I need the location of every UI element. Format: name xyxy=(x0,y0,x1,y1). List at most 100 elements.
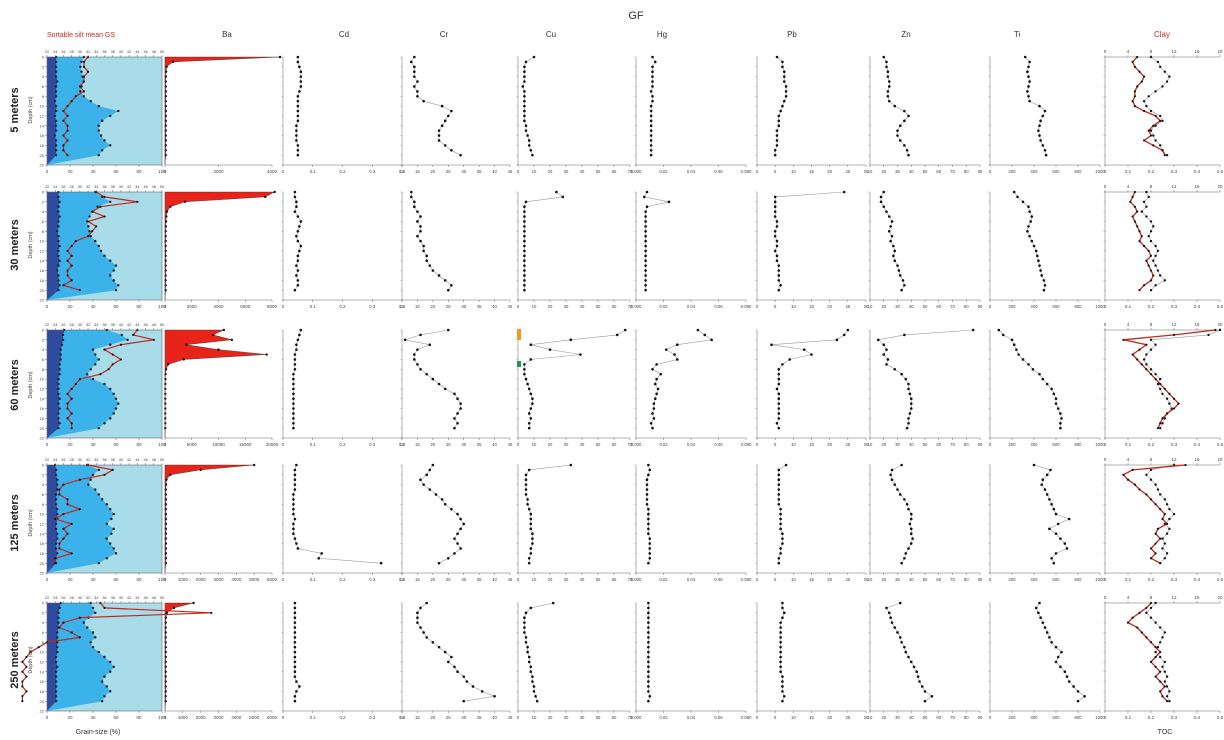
zn-point xyxy=(905,148,909,152)
toc-point xyxy=(1159,114,1162,118)
clay-point xyxy=(1154,675,1157,678)
clay-point xyxy=(1184,463,1187,467)
gs-fine-point xyxy=(59,353,62,356)
gs-coarse-point xyxy=(97,358,100,361)
clay-point xyxy=(1172,397,1176,400)
ba-area xyxy=(164,191,275,301)
hg-point xyxy=(653,60,657,64)
pb-point xyxy=(777,124,781,128)
pb-point xyxy=(802,348,806,351)
ti-point xyxy=(1038,134,1041,137)
ti-point xyxy=(1027,225,1030,228)
gs-mean-point xyxy=(111,353,114,356)
gs-top-tick-label: 32 xyxy=(86,185,90,189)
cr-tick-label: 45 xyxy=(508,442,513,447)
header-ba: Ba xyxy=(222,30,232,39)
zn-tick-label: 20 xyxy=(881,715,886,720)
header-hg: Hg xyxy=(657,30,667,39)
zn-point xyxy=(893,483,897,486)
depth-tick-label: 0 xyxy=(42,55,45,60)
clay-point xyxy=(1131,60,1134,64)
gs-mean-point xyxy=(78,85,81,88)
ti-tick-label: 0 xyxy=(989,169,992,174)
pb-point xyxy=(775,134,779,137)
gs-fine-point xyxy=(58,368,61,371)
gs-top-tick-label: 22 xyxy=(45,185,49,189)
cr-point xyxy=(416,210,419,213)
pb-point xyxy=(781,616,784,620)
pb-point xyxy=(779,655,782,659)
gs-fine-point xyxy=(55,124,58,127)
ba-point xyxy=(183,200,187,204)
hg-point xyxy=(649,144,653,147)
ti-tick-label: 600 xyxy=(1052,577,1060,582)
toc-point xyxy=(1145,473,1148,477)
gs-mean-point xyxy=(70,422,73,425)
cu-point xyxy=(523,104,526,108)
gs-coarse-point xyxy=(101,119,104,123)
cu-point xyxy=(523,283,526,287)
zn-point xyxy=(882,190,886,194)
pb-line xyxy=(774,191,845,291)
zn-tick-label: 30 xyxy=(895,715,900,720)
header-cr: Cr xyxy=(440,30,449,39)
cr-point xyxy=(443,387,447,391)
ti-point xyxy=(1039,616,1042,620)
pb-point xyxy=(779,631,782,634)
cd-point xyxy=(298,333,301,337)
row-label-2: 30 meters xyxy=(9,219,21,270)
gs-mean-point xyxy=(152,338,155,341)
pb-point xyxy=(775,259,779,263)
pb-point xyxy=(782,99,786,103)
depth-tick-label: 12 xyxy=(40,249,45,254)
cu-point xyxy=(523,363,526,366)
gs-mean-point xyxy=(21,670,24,673)
zn-point xyxy=(879,195,883,199)
ti-point xyxy=(1030,215,1034,218)
zn-point xyxy=(896,264,899,267)
cr-point xyxy=(450,507,453,511)
gs-fine-point xyxy=(57,210,60,213)
cd-point xyxy=(292,498,295,501)
depth-tick-label: 12 xyxy=(40,387,45,392)
cu-point xyxy=(532,690,536,693)
pb-tick-label: 15 xyxy=(809,169,814,174)
zn-point xyxy=(882,353,886,356)
clay-top-tick-label: 8 xyxy=(1150,595,1153,600)
clay-point xyxy=(1147,129,1150,132)
toc-point xyxy=(1145,611,1148,615)
gs-top-tick-label: 30 xyxy=(78,458,82,462)
pb-tick-label: 20 xyxy=(827,304,832,309)
gs-top-tick-label: 40 xyxy=(119,458,123,462)
hg-point xyxy=(645,488,649,491)
depth-tick-label: 8 xyxy=(42,502,45,507)
ba-point xyxy=(164,372,167,376)
ba-point xyxy=(164,557,168,560)
gs-mean-point xyxy=(111,363,114,366)
zn-point xyxy=(907,153,910,157)
gs-fine-point xyxy=(55,60,58,64)
clay-point xyxy=(1149,373,1153,376)
toc-point xyxy=(1161,665,1164,669)
toc-point xyxy=(1159,144,1162,147)
gs-fine-point xyxy=(55,685,58,688)
cr-point xyxy=(425,254,428,258)
hg-point xyxy=(642,195,646,199)
toc-point xyxy=(1168,75,1171,78)
cd-point xyxy=(293,363,297,366)
gs-coarse-point xyxy=(80,70,83,73)
toc-tick-label: 0.4 xyxy=(1194,169,1201,174)
toc-point xyxy=(1149,468,1153,472)
cd-point xyxy=(295,129,298,132)
gs-top-tick-label: 26 xyxy=(61,50,65,54)
hg-point xyxy=(652,402,656,405)
pb-point xyxy=(777,392,781,396)
ba-area xyxy=(164,602,194,712)
gs-coarse-point xyxy=(117,284,120,287)
gs-fine-point xyxy=(56,230,59,233)
ba-point xyxy=(185,343,188,346)
ti-tick-label: 600 xyxy=(1052,442,1060,447)
toc-point xyxy=(1145,104,1148,108)
gs-fine-point xyxy=(58,200,61,203)
cu-point xyxy=(548,348,552,351)
